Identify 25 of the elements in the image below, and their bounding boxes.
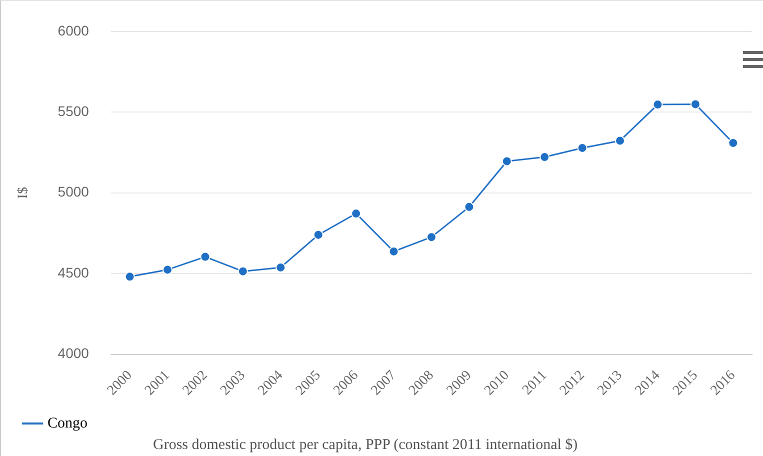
y-tick-label: 6000: [58, 22, 90, 38]
y-tick-label: 4500: [58, 264, 90, 280]
point: [388, 246, 399, 256]
point: [728, 138, 738, 148]
point: [162, 264, 173, 275]
point: [615, 136, 626, 146]
point: [540, 152, 550, 162]
y-tick-label: 5500: [58, 102, 90, 119]
point: [502, 156, 512, 166]
point: [124, 272, 135, 282]
y-axis-title: I$: [16, 187, 32, 199]
y-tick-label: 4000: [58, 345, 90, 362]
point: [276, 262, 286, 272]
point: [351, 208, 362, 219]
point: [426, 232, 436, 242]
y-tick-label: 5000: [58, 184, 90, 200]
point: [200, 252, 210, 262]
point: [652, 100, 663, 110]
point: [238, 266, 248, 276]
point: [577, 142, 588, 153]
point: [464, 202, 474, 212]
legend-label: Congo: [48, 415, 88, 432]
point: [313, 230, 324, 240]
text: Gross domestic product per capita, PPP (constant 2011 international $): [153, 437, 578, 454]
point: [690, 99, 700, 110]
